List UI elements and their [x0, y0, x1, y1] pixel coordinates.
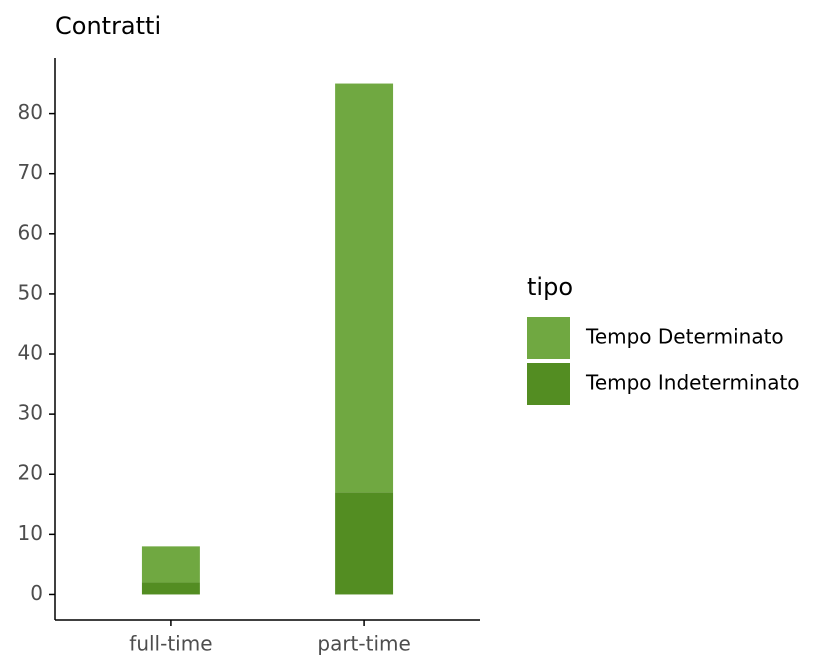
- y-tick-label: 20: [18, 461, 43, 485]
- y-tick-label: 70: [18, 160, 43, 184]
- bar: [141, 582, 200, 595]
- y-tick-label: 10: [18, 521, 43, 545]
- legend-title: tipo: [527, 273, 573, 301]
- bar: [335, 492, 394, 595]
- y-tick-label: 0: [30, 581, 43, 605]
- x-tick-label: full-time: [129, 632, 212, 656]
- y-tick-label: 80: [18, 100, 43, 124]
- legend-key: [527, 317, 570, 359]
- bar: [335, 83, 394, 493]
- y-tick-label: 60: [18, 220, 43, 244]
- legend-label: Tempo Determinato: [585, 325, 784, 349]
- y-tick-label: 50: [18, 280, 43, 304]
- y-tick-label: 40: [18, 341, 43, 365]
- bar: [141, 546, 200, 583]
- legend-label: Tempo Indeterminato: [585, 371, 800, 395]
- y-tick-label: 30: [18, 401, 43, 425]
- x-tick-label: part-time: [317, 632, 410, 656]
- chart-title: Contratti: [55, 12, 161, 40]
- legend-key: [527, 363, 570, 405]
